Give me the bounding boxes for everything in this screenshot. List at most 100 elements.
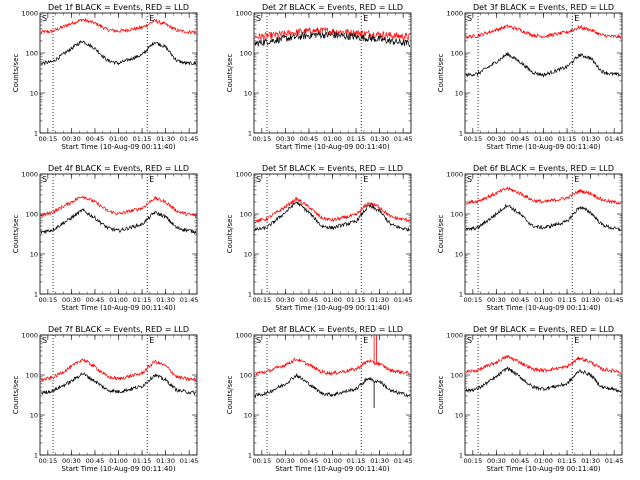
x-tick-label: 01:00 xyxy=(323,457,342,465)
y-tick-label: 1000 xyxy=(235,332,252,340)
y-tick-label: 1000 xyxy=(21,332,38,340)
x-tick-label: 01:45 xyxy=(605,296,624,304)
y-axis-label: Counts/sec xyxy=(12,376,20,415)
y-tick-label: 1000 xyxy=(21,10,38,18)
plot-frame xyxy=(464,334,623,456)
x-tick-label: 00:30 xyxy=(487,296,506,304)
series-line-events xyxy=(465,52,621,78)
y-tick-label: 1 xyxy=(34,452,38,460)
chart-title: Det 9f BLACK = Events, RED = LLD xyxy=(473,325,614,334)
x-tick-label: 01:15 xyxy=(133,457,152,465)
y-axis-label: Counts/sec xyxy=(226,54,234,93)
x-tick-label: 00:15 xyxy=(38,296,57,304)
y-tick-label: 100 xyxy=(26,372,38,380)
x-tick-label: 01:00 xyxy=(534,457,553,465)
plot-frame xyxy=(464,12,623,134)
x-tick-label: 01:45 xyxy=(394,457,413,465)
x-tick-label: 00:15 xyxy=(252,135,271,143)
y-axis-label: Counts/sec xyxy=(12,54,20,93)
x-tick-label: 01:00 xyxy=(534,296,553,304)
chart-panel-5: Det 5f BLACK = Events, RED = LLD 1 10 100 10… xyxy=(226,164,413,312)
x-tick-label: 01:45 xyxy=(180,457,199,465)
start-marker: S xyxy=(42,336,47,345)
x-tick-label: 00:15 xyxy=(463,457,482,465)
x-tick-label: 00:45 xyxy=(300,135,319,143)
end-marker: E xyxy=(363,175,368,184)
end-marker: E xyxy=(363,14,368,23)
y-tick-label: 10 xyxy=(244,90,252,98)
series-line-lld xyxy=(254,357,411,377)
start-marker: S xyxy=(467,336,472,345)
x-tick-label: 01:30 xyxy=(156,135,175,143)
x-tick-label: 00:30 xyxy=(276,135,295,143)
x-tick-label: 00:30 xyxy=(62,135,81,143)
x-tick-label: 00:30 xyxy=(276,457,295,465)
end-marker: E xyxy=(363,336,368,345)
y-tick-label: 10 xyxy=(30,251,38,259)
y-axis-label: Counts/sec xyxy=(437,376,445,415)
series-line-events xyxy=(465,366,622,393)
series-line-events xyxy=(40,40,197,66)
x-tick-label: 00:30 xyxy=(487,457,506,465)
x-tick-label: 01:00 xyxy=(109,457,128,465)
chart-title: Det 4f BLACK = Events, RED = LLD xyxy=(48,164,189,173)
x-axis-label: Start Time (10-Aug-09 00:11:40) xyxy=(486,465,600,473)
x-tick-label: 01:15 xyxy=(347,296,366,304)
end-marker: E xyxy=(574,14,579,23)
start-marker: S xyxy=(42,14,47,23)
y-tick-label: 1 xyxy=(34,130,38,138)
y-tick-label: 10 xyxy=(455,90,463,98)
x-tick-label: 01:45 xyxy=(605,457,624,465)
chart-panel-9: Det 9f BLACK = Events, RED = LLD 1 10 100 10… xyxy=(437,325,624,473)
x-tick-label: 01:45 xyxy=(605,135,624,143)
x-axis-label: Start Time (10-Aug-09 00:11:40) xyxy=(61,143,175,151)
x-tick-label: 01:30 xyxy=(581,135,600,143)
y-tick-label: 100 xyxy=(26,50,38,58)
x-tick-label: 01:30 xyxy=(581,296,600,304)
x-tick-label: 01:45 xyxy=(394,135,413,143)
y-tick-label: 1 xyxy=(34,291,38,299)
chart-panel-1: Det 1f BLACK = Events, RED = LLD 1 10 100 10… xyxy=(12,3,199,151)
y-axis-label: Counts/sec xyxy=(437,54,445,93)
start-marker: S xyxy=(42,175,47,184)
y-tick-label: 100 xyxy=(240,372,252,380)
y-tick-label: 10 xyxy=(244,412,252,420)
series-line-events xyxy=(254,201,411,232)
y-tick-label: 1 xyxy=(459,130,463,138)
series-line-events xyxy=(40,372,197,396)
x-tick-label: 00:15 xyxy=(463,296,482,304)
end-marker: E xyxy=(574,336,579,345)
plot-frame xyxy=(39,173,198,295)
chart-title: Det 8f BLACK = Events, RED = LLD xyxy=(262,325,403,334)
x-axis-label: Start Time (10-Aug-09 00:11:40) xyxy=(275,304,389,312)
chart-title: Det 5f BLACK = Events, RED = LLD xyxy=(262,164,403,173)
y-tick-label: 1000 xyxy=(21,171,38,179)
y-tick-label: 10 xyxy=(244,251,252,259)
y-tick-label: 1 xyxy=(459,452,463,460)
x-tick-label: 01:00 xyxy=(109,135,128,143)
x-tick-label: 01:15 xyxy=(133,296,152,304)
end-marker: E xyxy=(574,175,579,184)
y-tick-label: 100 xyxy=(240,50,252,58)
x-tick-label: 01:00 xyxy=(534,135,553,143)
x-tick-label: 01:30 xyxy=(581,457,600,465)
x-tick-label: 00:15 xyxy=(38,457,57,465)
x-tick-label: 00:30 xyxy=(62,296,81,304)
chart-panel-3: Det 3f BLACK = Events, RED = LLD 1 10 100 10… xyxy=(437,3,624,151)
x-tick-label: 00:45 xyxy=(511,296,530,304)
x-tick-label: 00:30 xyxy=(62,457,81,465)
x-tick-label: 01:00 xyxy=(109,296,128,304)
y-tick-label: 1000 xyxy=(446,171,463,179)
start-marker: S xyxy=(467,175,472,184)
y-axis-label: Counts/sec xyxy=(226,215,234,254)
y-tick-label: 1 xyxy=(248,291,252,299)
x-tick-label: 01:15 xyxy=(133,135,152,143)
series-line-lld xyxy=(254,196,411,224)
x-tick-label: 00:45 xyxy=(86,296,105,304)
x-tick-label: 00:45 xyxy=(86,457,105,465)
chart-title: Det 7f BLACK = Events, RED = LLD xyxy=(48,325,189,334)
x-tick-label: 01:15 xyxy=(558,296,577,304)
end-marker: E xyxy=(149,336,154,345)
end-marker: E xyxy=(149,175,154,184)
chart-title: Det 6f BLACK = Events, RED = LLD xyxy=(473,164,614,173)
